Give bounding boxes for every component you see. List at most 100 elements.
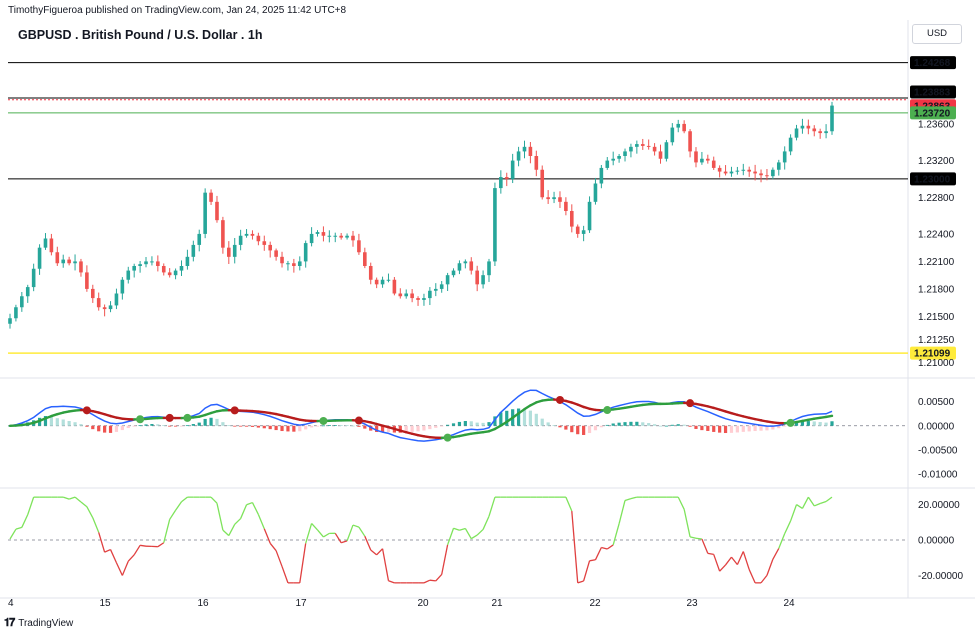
candle-body	[114, 293, 119, 306]
macd-histogram-bar	[440, 425, 444, 427]
macd-histogram-bar	[173, 425, 178, 427]
candle-body	[227, 247, 231, 257]
osc-segment	[730, 556, 738, 566]
candle-body	[759, 173, 763, 176]
osc-segment	[269, 542, 277, 552]
macd-histogram-bar	[794, 422, 799, 426]
time-tick-label: 15	[99, 598, 111, 609]
macd-histogram-bar	[103, 425, 107, 433]
time-tick-label: 16	[197, 598, 209, 609]
macd-histogram-bar	[605, 424, 609, 426]
candle-body	[96, 298, 101, 308]
time-axis[interactable]: 4 15 16 17 20 21 22 23 24	[8, 598, 795, 609]
macd-histogram-bar	[457, 421, 462, 426]
osc-segment	[459, 527, 466, 531]
macd-histogram-bar	[43, 416, 48, 426]
macd-histogram-bar	[652, 424, 657, 426]
macd-histogram-bar	[735, 425, 739, 433]
macd-histogram-bar	[824, 422, 828, 426]
osc-segment	[589, 559, 596, 562]
osc-segment	[104, 548, 111, 553]
candle-body	[191, 244, 196, 257]
macd-histogram-bar	[262, 425, 266, 429]
macd-histogram-bar	[540, 418, 544, 426]
candle-body	[161, 266, 166, 273]
osc-segment	[577, 580, 584, 584]
osc-segment	[594, 547, 602, 561]
osc-segment	[388, 580, 395, 584]
osc-segment	[228, 523, 236, 536]
candle-body	[694, 151, 698, 163]
macd-histogram-bar	[617, 422, 621, 426]
candle-body	[664, 142, 669, 159]
macd-histogram-bar	[227, 425, 231, 427]
level-label: 1.21099	[914, 349, 951, 360]
osc-segment	[299, 543, 307, 583]
candle-body	[345, 235, 349, 238]
macd-histogram-bar	[55, 418, 59, 426]
price-tick-label: 1.21250	[918, 335, 955, 346]
macd-histogram-bar	[682, 424, 686, 426]
candle-body	[67, 259, 71, 264]
macd-histogram-bar	[534, 413, 538, 426]
osc-segment	[257, 514, 265, 530]
candle-body	[179, 266, 184, 271]
candle-body	[357, 240, 361, 253]
macd-histogram-bar	[546, 422, 550, 426]
osc-segment	[476, 528, 484, 536]
time-tick-label: 22	[589, 598, 601, 609]
candle-body	[569, 211, 574, 227]
candle-body	[729, 171, 734, 174]
osc-segment	[216, 503, 224, 531]
cross-dot	[183, 413, 192, 422]
candle-body	[493, 188, 497, 262]
candle-body	[173, 270, 178, 276]
osc-segment	[725, 556, 732, 566]
horizontal-levels: 1.242681.238831.238631.237201.230001.210…	[8, 56, 956, 360]
candle-body	[516, 151, 521, 161]
macd-histogram-bar	[61, 419, 65, 426]
macd-pane	[8, 389, 908, 442]
price-tick-label: 1.22100	[918, 257, 955, 268]
candle-body	[256, 235, 261, 242]
price-tick-label: 1.21800	[918, 284, 955, 295]
macd-histogram-bar	[505, 410, 509, 426]
osc-segment	[15, 526, 23, 530]
candle-body	[79, 261, 83, 273]
candle-body	[812, 128, 817, 132]
macd-histogram-bar	[611, 423, 615, 426]
price-axis[interactable]: 1.23600 1.23200 1.22800 1.22400 1.22100 1.218…	[918, 119, 963, 582]
macd-histogram-bar	[487, 422, 491, 426]
candle-body	[510, 160, 515, 179]
candle-body	[386, 279, 391, 281]
signal-line-segment	[505, 416, 514, 424]
tradingview-logo[interactable]: 𝟏𝟕 TradingView	[4, 617, 73, 630]
candle-body	[528, 146, 533, 156]
price-tick-label: 1.23200	[918, 156, 955, 167]
osc-segment	[701, 538, 709, 554]
tradingview-logo-icon: 𝟏𝟕	[4, 617, 15, 629]
candle-body	[286, 263, 290, 265]
osc-segment	[251, 502, 259, 515]
cross-dot	[786, 418, 795, 427]
macd-histogram-bar	[446, 424, 450, 426]
macd-histogram-bar	[327, 425, 331, 426]
osc-segment	[115, 562, 123, 576]
osc-segment	[9, 528, 17, 540]
osc-segment	[240, 504, 248, 519]
time-tick-label: 17	[295, 598, 307, 609]
osc-segment	[748, 569, 756, 584]
candle-body	[232, 244, 237, 257]
macd-tick-label: 0.00500	[918, 397, 955, 408]
osc-segment	[435, 574, 443, 582]
macd-tick-label: -0.01000	[918, 469, 958, 480]
osc-segment	[376, 548, 384, 556]
macd-histogram-bar	[451, 423, 456, 426]
macd-histogram-bar	[552, 425, 556, 426]
macd-histogram-bar	[712, 425, 716, 432]
currency-button[interactable]: USD	[912, 24, 962, 44]
candle-body	[197, 233, 202, 245]
candle-body	[463, 261, 468, 264]
candle-body	[238, 235, 243, 245]
